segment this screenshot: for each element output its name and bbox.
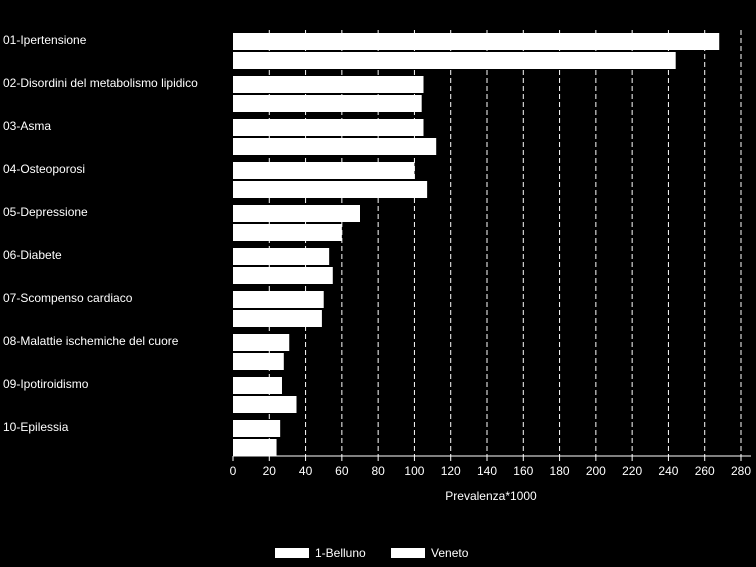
bar [233, 420, 281, 437]
category-label: 06-Diabete [3, 248, 62, 262]
x-tick-label: 20 [263, 464, 277, 478]
x-tick-label: 180 [550, 464, 570, 478]
legend-label: 1-Belluno [315, 546, 366, 560]
category-label: 08-Malattie ischemiche del cuore [3, 334, 179, 348]
bar [233, 439, 277, 456]
bar [233, 334, 290, 351]
bar [233, 377, 282, 394]
bar [233, 33, 720, 50]
bar [233, 310, 322, 327]
category-label: 04-Osteoporosi [3, 162, 85, 176]
category-label: 10-Epilessia [3, 420, 69, 434]
x-tick-label: 160 [513, 464, 533, 478]
category-label: 01-Ipertensione [3, 33, 87, 47]
x-tick-label: 80 [371, 464, 385, 478]
x-tick-label: 260 [695, 464, 715, 478]
x-tick-label: 220 [622, 464, 642, 478]
x-tick-label: 120 [441, 464, 461, 478]
bar [233, 224, 342, 241]
category-label: 02-Disordini del metabolismo lipidico [3, 76, 198, 90]
x-tick-label: 140 [477, 464, 497, 478]
bar [233, 119, 424, 136]
bar [233, 76, 424, 93]
category-label: 03-Asma [3, 119, 51, 133]
x-tick-label: 0 [230, 464, 237, 478]
x-axis-label: Prevalenza*1000 [445, 489, 537, 503]
x-tick-label: 280 [731, 464, 751, 478]
bar [233, 248, 330, 265]
category-label: 09-Ipotiroidismo [3, 377, 89, 391]
x-tick-label: 40 [299, 464, 313, 478]
legend-swatch [275, 548, 309, 558]
bar [233, 138, 437, 155]
x-tick-label: 200 [586, 464, 606, 478]
category-label: 05-Depressione [3, 205, 88, 219]
bar [233, 52, 676, 69]
bar [233, 162, 415, 179]
legend-swatch [391, 548, 425, 558]
bar [233, 396, 297, 413]
bar [233, 205, 360, 222]
bar [233, 181, 428, 198]
bar [233, 291, 324, 308]
legend-label: Veneto [431, 546, 469, 560]
category-label: 07-Scompenso cardiaco [3, 291, 133, 305]
x-tick-label: 240 [658, 464, 678, 478]
bar [233, 267, 333, 284]
bar [233, 95, 422, 112]
x-tick-label: 60 [335, 464, 349, 478]
bar [233, 353, 284, 370]
x-tick-label: 100 [404, 464, 424, 478]
